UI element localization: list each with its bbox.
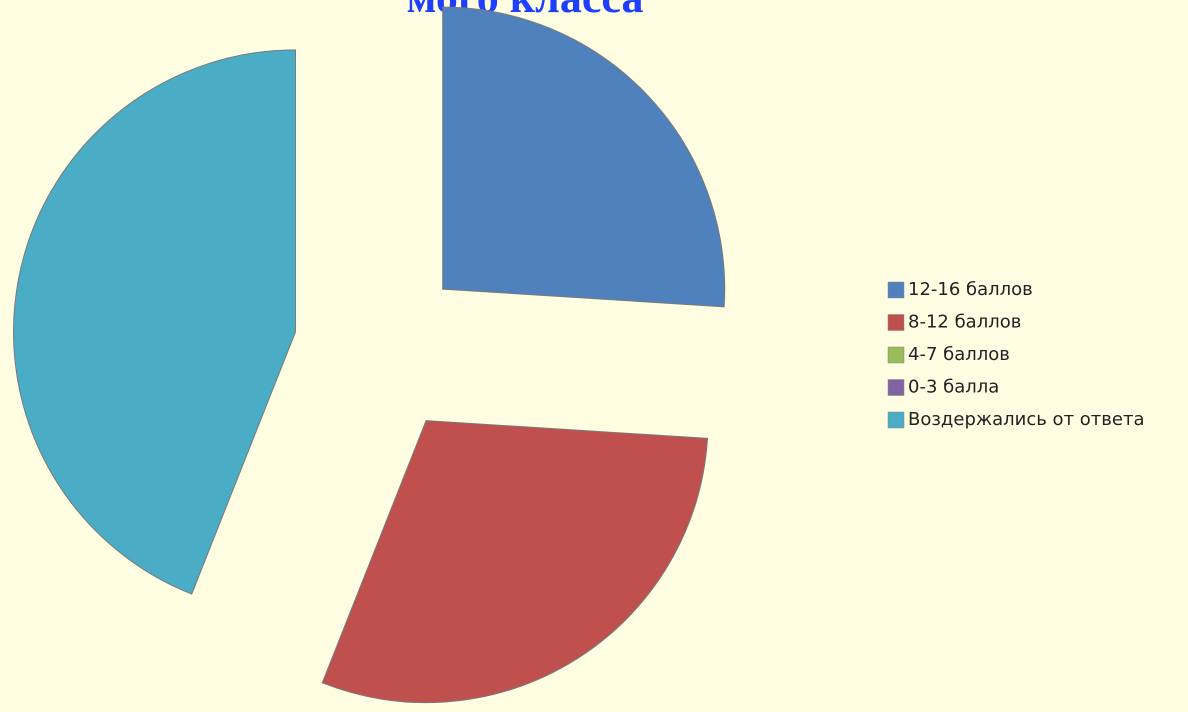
legend-label: 8-12 баллов — [908, 312, 1021, 333]
legend-swatch — [887, 411, 905, 429]
legend-label: 0-3 балла — [908, 377, 999, 398]
pie-slice — [321, 420, 709, 704]
legend-label: 12-16 баллов — [908, 279, 1033, 300]
legend-swatch — [887, 379, 905, 396]
legend-swatch — [887, 281, 905, 299]
legend-swatch — [887, 314, 905, 331]
pie-slice — [13, 49, 297, 595]
legend-label: Воздержались от ответа — [908, 409, 1144, 430]
legend-swatch — [887, 346, 905, 364]
legend-label: 4-7 баллов — [908, 344, 1010, 365]
chart-title: мого класса — [407, 0, 644, 22]
pie-slice — [442, 6, 726, 308]
